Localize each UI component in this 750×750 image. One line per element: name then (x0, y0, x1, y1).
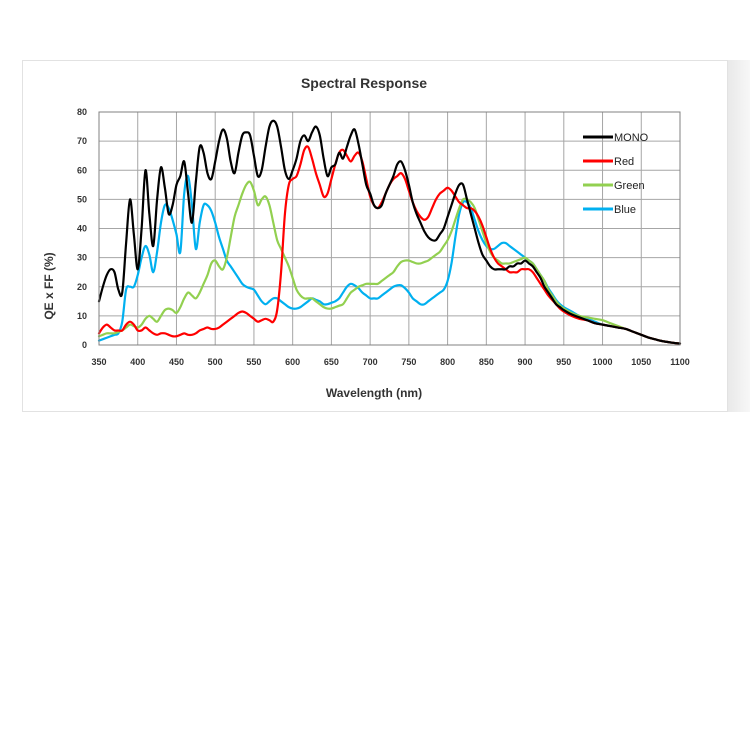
x-tick-label: 700 (363, 357, 378, 367)
x-tick-label: 1100 (670, 357, 690, 367)
y-tick-label: 30 (77, 253, 87, 263)
x-tick-labels: 350 400 450 500 550 600 650 700 750 800 850 900 950 1… (91, 357, 689, 367)
y-tick-label: 50 (77, 194, 87, 204)
y-tick-label: 20 (77, 282, 87, 292)
y-tick-label: 60 (77, 165, 87, 175)
series-line-mono (97, 119, 682, 345)
legend-label-green: Green (614, 180, 645, 192)
x-tick-label: 500 (208, 357, 223, 367)
x-tick-label: 850 (479, 357, 494, 367)
y-tick-label: 0 (82, 340, 87, 350)
y-tick-label: 10 (77, 311, 87, 321)
x-tick-label: 950 (556, 357, 571, 367)
legend-label-blue: Blue (614, 204, 636, 216)
x-tick-label: 600 (285, 357, 300, 367)
x-tick-label: 1050 (631, 357, 651, 367)
y-axis-label: QE x FF (%) (42, 252, 56, 319)
legend-label-mono: MONO (614, 132, 649, 144)
series-lines (97, 119, 682, 345)
x-axis-label: Wavelength (nm) (326, 386, 422, 400)
chart-figure: Spectral Response 0 10 20 30 40 50 60 70 80 350 4… (22, 60, 728, 412)
x-tick-label: 800 (440, 357, 455, 367)
spectral-response-chart: Spectral Response 0 10 20 30 40 50 60 70 80 350 4… (42, 75, 690, 400)
chart-title: Spectral Response (301, 75, 427, 91)
y-tick-label: 80 (77, 107, 87, 117)
plot-area-border (98, 111, 681, 346)
legend: MONO Red Green Blue (583, 132, 649, 216)
x-tick-label: 750 (401, 357, 416, 367)
x-tick-label: 350 (91, 357, 106, 367)
grid-lines (98, 111, 681, 346)
x-tick-label: 550 (246, 357, 261, 367)
y-tick-label: 40 (77, 224, 87, 234)
x-tick-label: 450 (169, 357, 184, 367)
series-line-green (97, 180, 682, 345)
x-tick-label: 650 (324, 357, 339, 367)
y-tick-labels: 0 10 20 30 40 50 60 70 80 (77, 107, 87, 350)
x-tick-label: 900 (518, 357, 533, 367)
legend-label-red: Red (614, 156, 634, 168)
x-tick-label: 400 (130, 357, 145, 367)
y-tick-label: 70 (77, 136, 87, 146)
page-edge-shadow (728, 60, 750, 412)
x-tick-label: 1000 (593, 357, 613, 367)
